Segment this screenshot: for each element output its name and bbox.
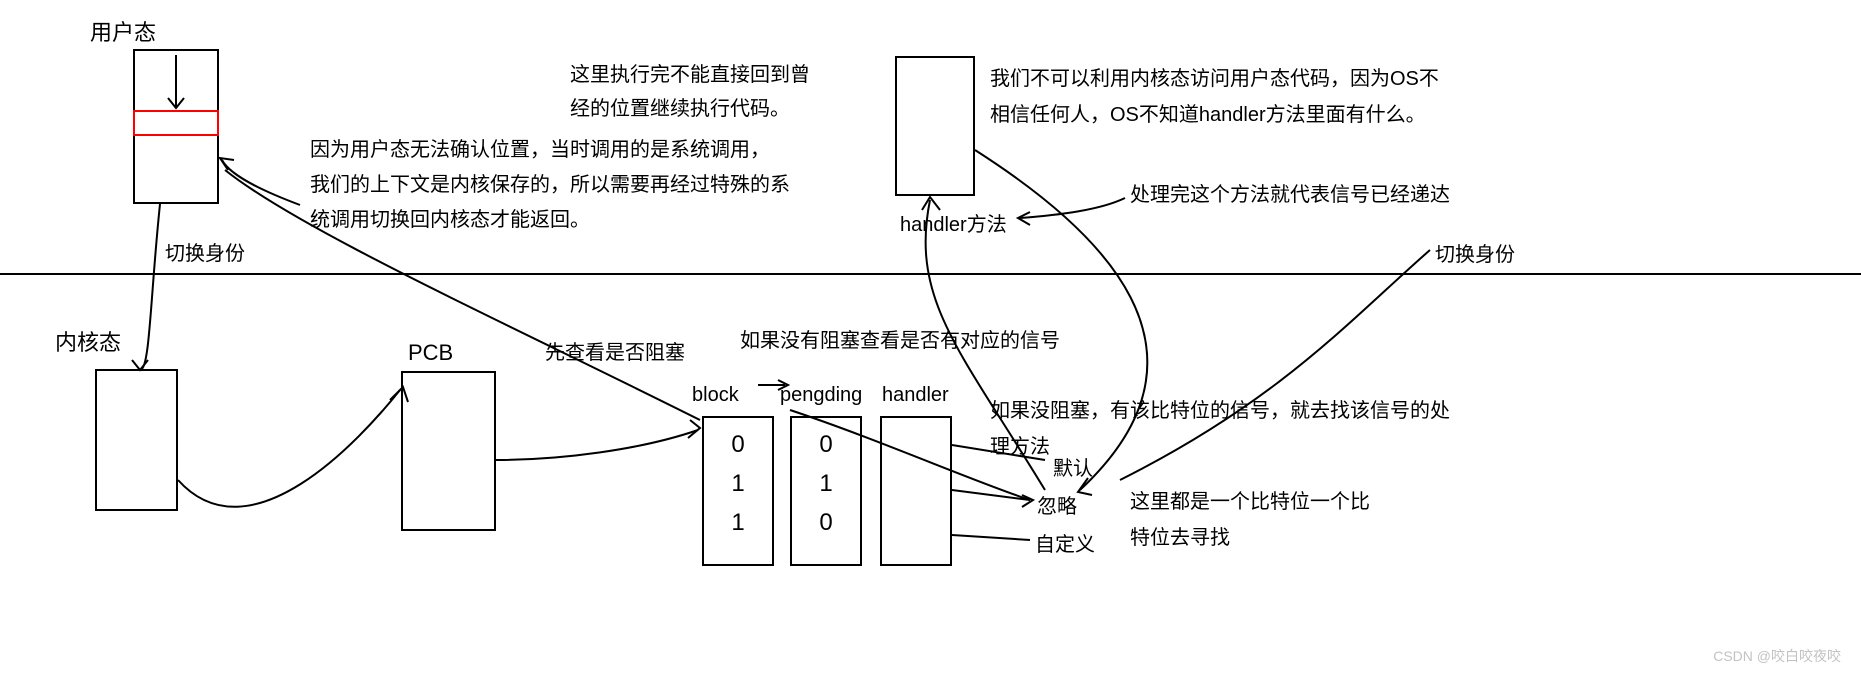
switch-identity-left: 切换身份 bbox=[165, 237, 245, 266]
user-mode-label: 用户态 bbox=[90, 15, 156, 47]
reason-3: 统调用切换回内核态才能返回。 bbox=[310, 203, 590, 232]
arrowhead-handler-to-ignore bbox=[1022, 495, 1033, 507]
handler-column bbox=[880, 416, 952, 566]
watermark: CSDN @咬白咬夜咬 bbox=[1713, 646, 1841, 666]
bit-by-bit-2: 特位去寻找 bbox=[1130, 521, 1230, 550]
block-label: block bbox=[692, 384, 739, 407]
handler-method-label: handler方法 bbox=[900, 208, 1007, 237]
default-label: 默认 bbox=[1053, 452, 1093, 481]
line-handler-to-ignore bbox=[952, 490, 1030, 500]
pcb-box bbox=[401, 371, 496, 531]
pcb-label: PCB bbox=[408, 340, 453, 366]
kernel-mode-label: 内核态 bbox=[55, 325, 121, 357]
check-block-first: 先查看是否阻塞 bbox=[545, 336, 685, 365]
curve-user-to-kernel bbox=[140, 204, 160, 370]
custom-label: 自定义 bbox=[1035, 528, 1095, 557]
handler-col-label: handler bbox=[882, 384, 949, 407]
if-not-block-find-1: 如果没阻塞，有该比特位的信号，就去找该信号的处 bbox=[990, 394, 1450, 423]
curve-pcb-to-block bbox=[496, 430, 698, 460]
user-mode-red-region bbox=[133, 110, 219, 136]
curve-afterhandle-to-handler bbox=[1020, 198, 1125, 218]
pending-label: pengding bbox=[780, 384, 862, 407]
switch-identity-right: 切换身份 bbox=[1435, 238, 1515, 267]
pending-column: 0 1 0 bbox=[790, 416, 862, 566]
if-not-block-find-2: 理方法 bbox=[990, 430, 1050, 459]
pending-bit-0: 0 bbox=[792, 430, 860, 459]
curve-kernel-to-pcb bbox=[178, 390, 400, 507]
handler-method-box bbox=[895, 56, 975, 196]
after-handle: 处理完这个方法就代表信号已经递达 bbox=[1130, 178, 1450, 207]
curve-switch-right bbox=[1120, 250, 1430, 480]
arrowhead-syscall-to-userbox bbox=[220, 158, 234, 170]
curve-syscall-to-userbox bbox=[222, 160, 300, 205]
block-bit-1: 1 bbox=[704, 469, 772, 498]
reason-1: 因为用户态无法确认位置，当时调用的是系统调用， bbox=[310, 133, 770, 162]
block-bit-0: 0 bbox=[704, 430, 772, 459]
block-column: 0 1 1 bbox=[702, 416, 774, 566]
arrowhead-pcb-to-block bbox=[688, 420, 700, 438]
os-trust-1: 我们不可以利用内核态访问用户态代码，因为OS不 bbox=[990, 62, 1439, 91]
exec-done-2: 经的位置继续执行代码。 bbox=[570, 92, 790, 121]
kernel-box bbox=[95, 369, 178, 511]
bit-by-bit-1: 这里都是一个比特位一个比 bbox=[1130, 485, 1370, 514]
if-not-block-check: 如果没有阻塞查看是否有对应的信号 bbox=[740, 324, 1060, 353]
mode-divider bbox=[0, 273, 1861, 275]
line-handler-to-custom bbox=[952, 535, 1030, 540]
pending-bit-1: 1 bbox=[792, 469, 860, 498]
reason-2: 我们的上下文是内核保存的，所以需要再经过特殊的系 bbox=[310, 168, 790, 197]
os-trust-2: 相信任何人，OS不知道handler方法里面有什么。 bbox=[990, 98, 1426, 127]
exec-done-1: 这里执行完不能直接回到曾 bbox=[570, 58, 810, 87]
block-bit-2: 1 bbox=[704, 508, 772, 537]
pending-bit-2: 0 bbox=[792, 508, 860, 537]
arrowhead-afterhandle bbox=[1018, 212, 1030, 225]
ignore-label: 忽略 bbox=[1037, 490, 1077, 519]
